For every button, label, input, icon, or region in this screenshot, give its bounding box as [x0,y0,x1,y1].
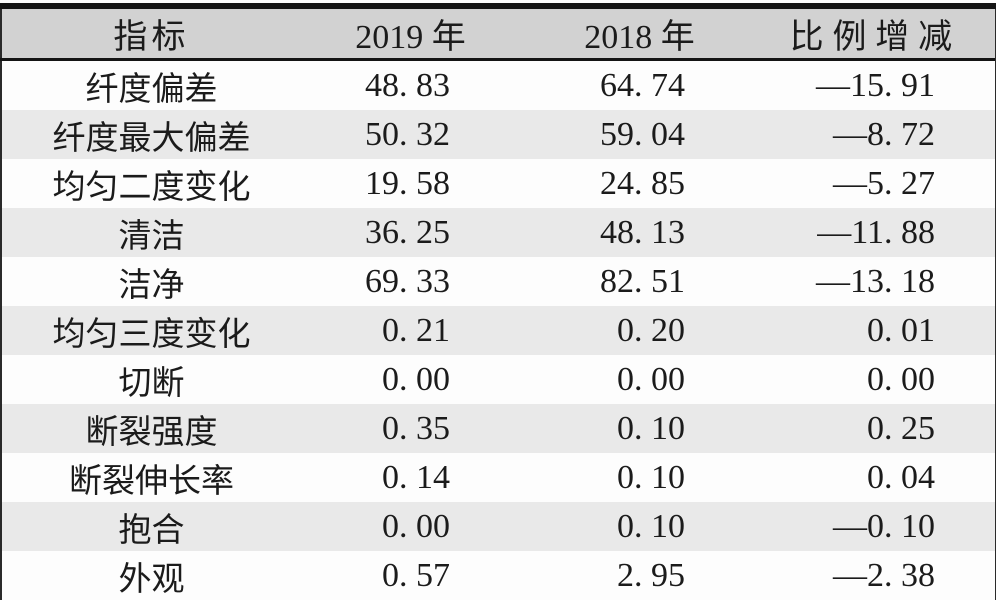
header-proportion-change: 比例增减 [759,6,996,61]
indicator-cell: 切断 [118,365,185,402]
value-2019-cell: 48. 83 [365,66,450,104]
change-cell: —8. 72 [833,115,935,153]
value-2019-cell: 0. 57 [382,556,450,594]
value-2018-cell: 24. 85 [600,164,685,202]
table-row: 外观 0. 57 2. 95 —2. 38 [1,551,996,600]
indicator-cell: 均匀三度变化 [52,316,251,353]
table-row: 洁净 69. 33 82. 51 —13. 18 [1,257,996,306]
value-2019-cell: 69. 33 [365,262,450,300]
table-header-row: 指标 2019 年 2018 年 比例增减 [1,6,996,61]
header-year-2019: 2019 年 [301,6,520,61]
value-2018-cell: 0. 20 [617,311,685,349]
indicator-cell: 洁净 [118,267,185,304]
value-2019-cell: 0. 21 [382,311,450,349]
change-cell: 0. 25 [867,409,935,447]
table-row: 均匀三度变化 0. 21 0. 20 0. 01 [1,306,996,355]
header-indicator: 指标 [1,6,301,61]
indicator-cell: 均匀二度变化 [52,169,251,206]
table-row: 抱合 0. 00 0. 10 —0. 10 [1,502,996,551]
change-cell: —13. 18 [816,262,935,300]
table-row: 清洁 36. 25 48. 13 —11. 88 [1,208,996,257]
value-2018-cell: 0. 10 [617,507,685,545]
quality-indicators-table: 指标 2019 年 2018 年 比例增减 纤度偏差 48. 83 64. 74… [0,3,996,600]
value-2019-cell: 0. 00 [382,360,450,398]
value-2019-cell: 50. 32 [365,115,450,153]
change-cell: —2. 38 [833,556,935,594]
indicator-cell: 纤度偏差 [85,71,218,108]
value-2018-cell: 82. 51 [600,262,685,300]
indicator-cell: 抱合 [118,512,185,549]
indicator-cell: 断裂强度 [85,414,218,451]
value-2019-cell: 36. 25 [365,213,450,251]
indicator-cell: 清洁 [118,218,185,255]
value-2018-cell: 0. 10 [617,458,685,496]
value-2018-cell: 59. 04 [600,115,685,153]
change-cell: 0. 04 [867,458,935,496]
indicator-cell: 纤度最大偏差 [52,120,251,157]
table-row: 纤度偏差 48. 83 64. 74 —15. 91 [1,59,996,110]
value-2019-cell: 19. 58 [365,164,450,202]
value-2018-cell: 2. 95 [617,556,685,594]
change-cell: 0. 01 [867,311,935,349]
table-row: 断裂伸长率 0. 14 0. 10 0. 04 [1,453,996,502]
change-cell: —15. 91 [816,66,935,104]
indicator-cell: 断裂伸长率 [69,463,234,500]
table-row: 切断 0. 00 0. 00 0. 00 [1,355,996,404]
indicator-cell: 外观 [118,561,185,598]
table-row: 均匀二度变化 19. 58 24. 85 —5. 27 [1,159,996,208]
value-2019-cell: 0. 00 [382,507,450,545]
change-cell: —11. 88 [817,213,935,251]
value-2019-cell: 0. 14 [382,458,450,496]
change-cell: —5. 27 [833,164,935,202]
table-row: 纤度最大偏差 50. 32 59. 04 —8. 72 [1,110,996,159]
change-cell: 0. 00 [867,360,935,398]
table-row: 断裂强度 0. 35 0. 10 0. 25 [1,404,996,453]
value-2018-cell: 0. 00 [617,360,685,398]
value-2019-cell: 0. 35 [382,409,450,447]
value-2018-cell: 0. 10 [617,409,685,447]
header-year-2018: 2018 年 [520,6,759,61]
change-cell: —0. 10 [833,507,935,545]
value-2018-cell: 48. 13 [600,213,685,251]
value-2018-cell: 64. 74 [600,66,685,104]
